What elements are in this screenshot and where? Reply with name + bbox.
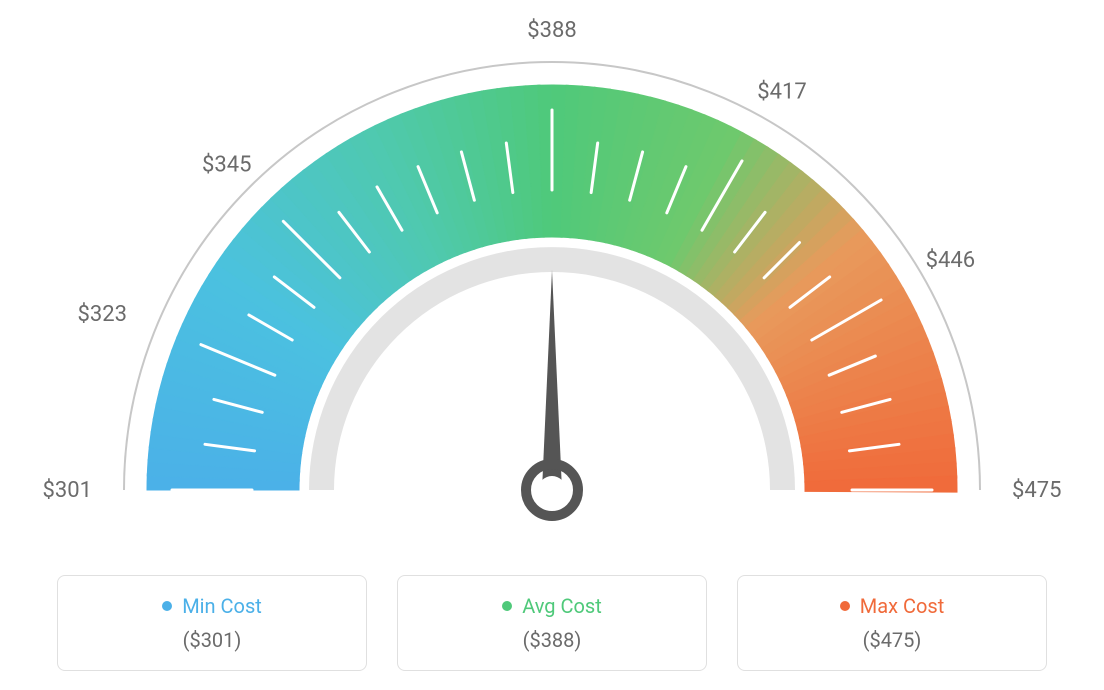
- legend-title: Min Cost: [162, 594, 262, 618]
- legend-title: Max Cost: [840, 594, 945, 618]
- legend-value: ($301): [68, 628, 356, 652]
- tick-label: $446: [926, 248, 975, 273]
- legend-label: Max Cost: [860, 594, 945, 618]
- gauge-svg: $301 $323 $345 $388 $417 $446 $475: [0, 0, 1104, 560]
- tick-label: $388: [527, 18, 576, 43]
- tick-label: $301: [43, 478, 92, 503]
- legend-card-avg-cost: Avg Cost ($388): [397, 575, 707, 671]
- legend-label: Min Cost: [182, 594, 262, 618]
- legend-dot-icon: [502, 601, 512, 611]
- legend-label: Avg Cost: [522, 594, 602, 618]
- legend-card-min-cost: Min Cost ($301): [57, 575, 367, 671]
- legend-row: Min Cost ($301) Avg Cost ($388) Max Cost ($47…: [0, 575, 1104, 671]
- tick-label: $345: [202, 153, 251, 178]
- legend-title: Avg Cost: [502, 594, 602, 618]
- legend-dot-icon: [162, 601, 172, 611]
- legend-value: ($475): [748, 628, 1036, 652]
- legend-card-max-cost: Max Cost ($475): [737, 575, 1047, 671]
- tick-label: $323: [78, 302, 127, 327]
- legend-value: ($388): [408, 628, 696, 652]
- tick-label: $475: [1012, 478, 1061, 503]
- gauge-chart-container: $301 $323 $345 $388 $417 $446 $475 Min Cost ($3…: [0, 0, 1104, 690]
- tick-label: $417: [757, 80, 806, 105]
- legend-dot-icon: [840, 601, 850, 611]
